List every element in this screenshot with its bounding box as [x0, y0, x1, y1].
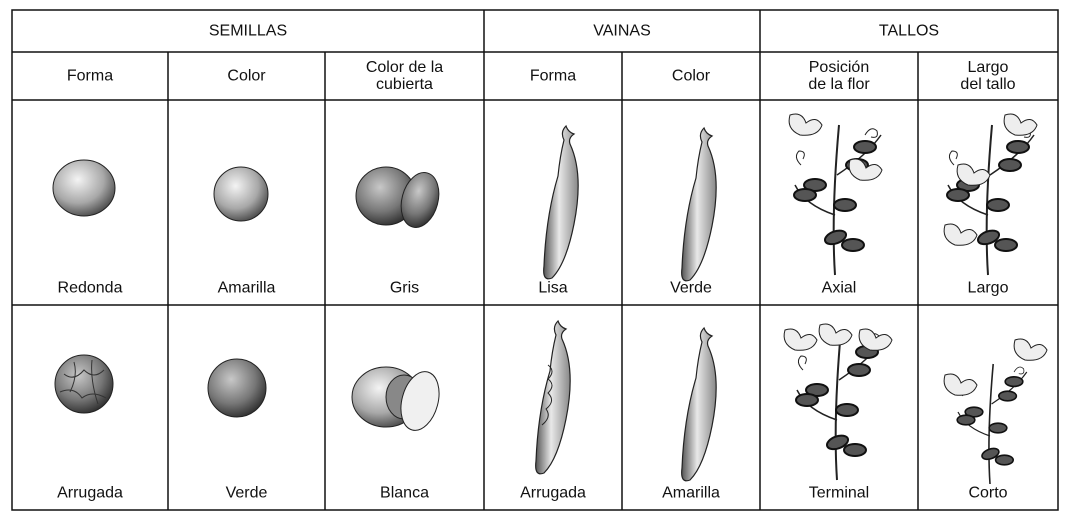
trait-label: Amarilla [217, 279, 276, 297]
trait-label: Verde [225, 484, 268, 502]
trait-label: Redonda [57, 279, 123, 297]
trait-label: Arrugada [520, 484, 586, 502]
trait-label: Arrugada [57, 484, 123, 502]
trait-label: Axial [821, 279, 857, 297]
trait-label: Lisa [538, 279, 568, 297]
illustrations [52, 113, 1048, 484]
column-header: Color de la cubierta [365, 59, 444, 93]
trait-label: Gris [389, 279, 420, 297]
group-header: SEMILLAS [208, 22, 288, 40]
trait-label: Blanca [380, 484, 429, 502]
trait-label: Terminal [808, 484, 870, 502]
column-header: Color [671, 67, 711, 85]
trait-label: Amarilla [662, 484, 720, 502]
group-header: VAINAS [593, 22, 651, 40]
column-header: Largo del tallo [960, 59, 1016, 93]
trait-label: Verde [670, 279, 712, 297]
group-header: TALLOS [878, 22, 940, 40]
column-header: Posición de la flor [808, 59, 870, 93]
column-header: Forma [66, 67, 114, 85]
column-header: Color [227, 67, 266, 85]
column-header: Forma [529, 67, 577, 85]
trait-label: Largo [967, 279, 1009, 297]
grid [11, 9, 1059, 511]
trait-label: Corto [968, 484, 1008, 502]
